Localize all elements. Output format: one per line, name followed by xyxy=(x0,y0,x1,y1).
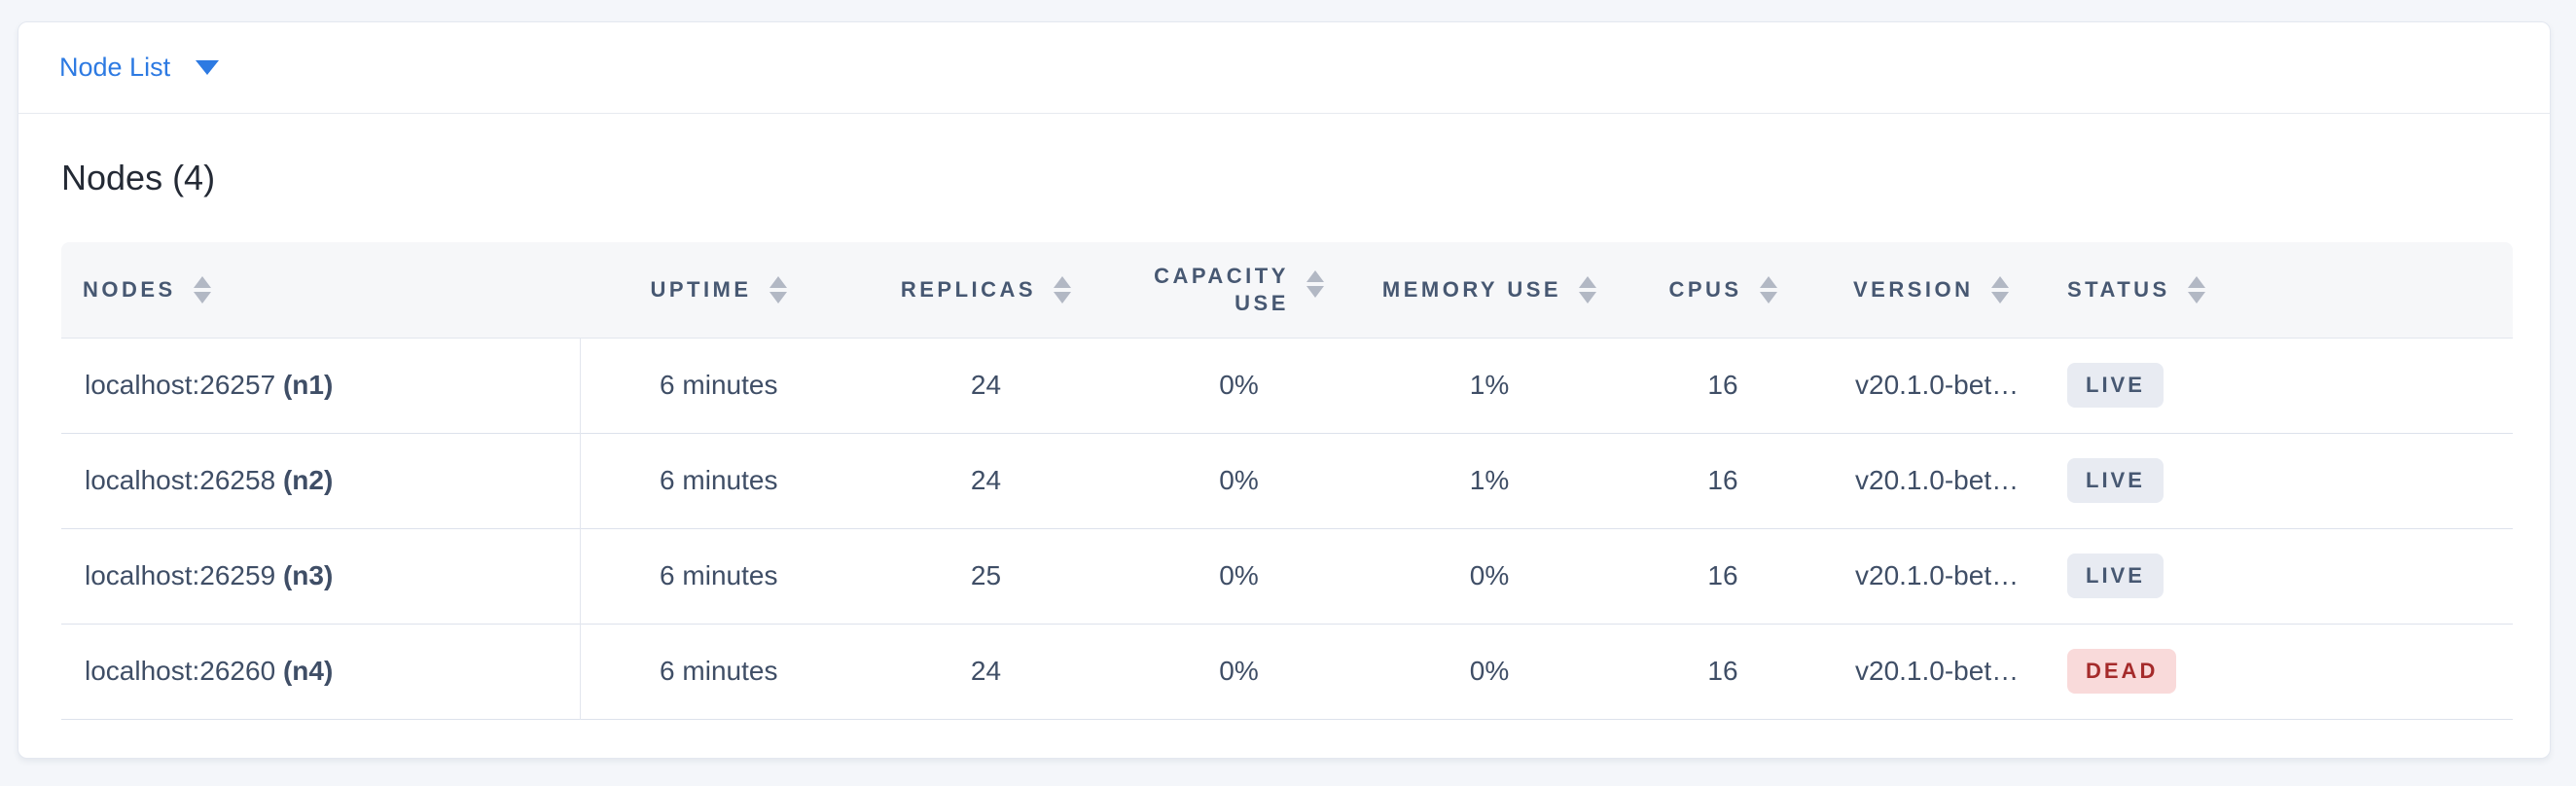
status-cell: LIVE xyxy=(2044,528,2513,624)
caret-down-icon xyxy=(196,60,220,75)
sort-icon xyxy=(1759,275,1777,304)
cpus-cell: 16 xyxy=(1616,624,1830,719)
status-cell: LIVE xyxy=(2044,338,2513,433)
version-cell: v20.1.0-bet… xyxy=(1830,433,2044,528)
node-list-card: Node List Nodes (4) NODES xyxy=(18,21,2551,759)
sort-icon xyxy=(1306,269,1324,298)
node-name-cell[interactable]: localhost:26257 (n1) xyxy=(61,338,581,433)
cpus-cell: 16 xyxy=(1616,338,1830,433)
version-cell: v20.1.0-bet… xyxy=(1830,624,2044,719)
uptime-cell: 6 minutes xyxy=(580,528,857,624)
column-header-memory-use[interactable]: MEMORY USE xyxy=(1363,242,1616,338)
version-cell: v20.1.0-bet… xyxy=(1830,338,2044,433)
column-header-capacity-use[interactable]: CAPACITY USE xyxy=(1115,242,1363,338)
status-cell: DEAD xyxy=(2044,624,2513,719)
nodes-table: NODES UPTIME REPLICAS xyxy=(61,242,2513,720)
view-selector-dropdown[interactable]: Node List xyxy=(59,53,220,82)
table-row[interactable]: localhost:26258 (n2) 6 minutes 24 0% 1% … xyxy=(61,433,2513,528)
memory-use-cell: 1% xyxy=(1363,338,1616,433)
sort-icon xyxy=(1990,275,2009,304)
node-id: (n4) xyxy=(282,656,334,686)
sort-icon xyxy=(2187,275,2205,304)
node-id: (n1) xyxy=(282,370,334,400)
replicas-cell: 24 xyxy=(857,624,1115,719)
view-selector-toolbar: Node List xyxy=(18,22,2550,114)
column-header-replicas[interactable]: REPLICAS xyxy=(857,242,1115,338)
column-header-uptime[interactable]: UPTIME xyxy=(580,242,857,338)
status-badge: LIVE xyxy=(2067,363,2164,408)
memory-use-cell: 0% xyxy=(1363,528,1616,624)
replicas-cell: 25 xyxy=(857,528,1115,624)
replicas-cell: 24 xyxy=(857,338,1115,433)
sort-icon xyxy=(769,275,787,304)
table-row[interactable]: localhost:26260 (n4) 6 minutes 24 0% 0% … xyxy=(61,624,2513,719)
uptime-cell: 6 minutes xyxy=(580,624,857,719)
node-id: (n2) xyxy=(282,465,334,495)
node-name-cell[interactable]: localhost:26259 (n3) xyxy=(61,528,581,624)
column-header-cpus[interactable]: CPUS xyxy=(1616,242,1830,338)
capacity-use-cell: 0% xyxy=(1115,338,1363,433)
column-header-version[interactable]: VERSION xyxy=(1830,242,2044,338)
node-name-cell[interactable]: localhost:26258 (n2) xyxy=(61,433,581,528)
status-badge: LIVE xyxy=(2067,458,2164,503)
version-cell: v20.1.0-bet… xyxy=(1830,528,2044,624)
table-header-row: NODES UPTIME REPLICAS xyxy=(61,242,2513,338)
memory-use-cell: 1% xyxy=(1363,433,1616,528)
sort-icon xyxy=(1054,275,1072,304)
sort-icon xyxy=(193,275,211,304)
cpus-cell: 16 xyxy=(1616,433,1830,528)
memory-use-cell: 0% xyxy=(1363,624,1616,719)
status-badge: DEAD xyxy=(2067,649,2177,694)
node-name-cell[interactable]: localhost:26260 (n4) xyxy=(61,624,581,719)
view-selector-label[interactable]: Node List xyxy=(59,53,171,82)
page-title: Nodes (4) xyxy=(61,158,216,197)
capacity-use-cell: 0% xyxy=(1115,624,1363,719)
status-cell: LIVE xyxy=(2044,433,2513,528)
node-list-body: Nodes (4) NODES UPTIME xyxy=(18,157,2550,720)
status-badge: LIVE xyxy=(2067,554,2164,598)
column-header-nodes[interactable]: NODES xyxy=(61,242,580,338)
table-row[interactable]: localhost:26257 (n1) 6 minutes 24 0% 1% … xyxy=(61,338,2513,433)
column-header-status[interactable]: STATUS xyxy=(2044,242,2513,338)
replicas-cell: 24 xyxy=(857,433,1115,528)
sort-icon xyxy=(1579,275,1597,304)
cpus-cell: 16 xyxy=(1616,528,1830,624)
node-id: (n3) xyxy=(282,560,334,590)
capacity-use-cell: 0% xyxy=(1115,528,1363,624)
capacity-use-cell: 0% xyxy=(1115,433,1363,528)
uptime-cell: 6 minutes xyxy=(580,338,857,433)
table-row[interactable]: localhost:26259 (n3) 6 minutes 25 0% 0% … xyxy=(61,528,2513,624)
uptime-cell: 6 minutes xyxy=(580,433,857,528)
